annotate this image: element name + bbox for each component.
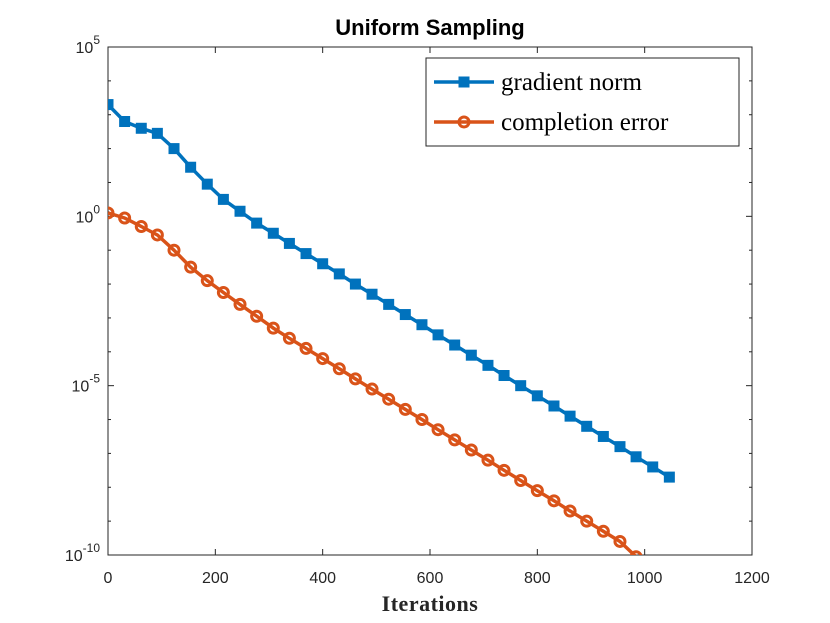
gradient-norm-point	[630, 451, 642, 463]
completion-error-point	[596, 524, 610, 538]
gradient-norm-point	[234, 205, 246, 217]
gradient-norm-point	[267, 227, 279, 239]
gradient-norm-point	[108, 99, 114, 111]
y-tick-exponent: 5	[93, 33, 100, 47]
gradient-norm-point	[581, 420, 593, 432]
completion-error-point	[348, 372, 362, 386]
x-tick-label: 1200	[734, 570, 770, 587]
completion-error-point	[134, 219, 148, 233]
gradient-norm-point	[300, 248, 312, 260]
legend-entry-0: gradient norm	[501, 69, 642, 96]
gradient-norm-point	[168, 143, 180, 155]
completion-error-point	[547, 494, 561, 508]
gradient-norm-point	[399, 309, 411, 321]
x-axis-label: Iterations	[382, 591, 479, 616]
y-tick-label: 100	[76, 202, 101, 226]
completion-error-point	[266, 321, 280, 335]
completion-error-point	[282, 331, 296, 345]
completion-error-point	[481, 453, 495, 467]
x-tick-label: 0	[104, 570, 113, 587]
completion-error-point	[613, 534, 627, 548]
plot-lines	[108, 99, 675, 555]
x-tick-label: 800	[524, 570, 551, 587]
completion-error-point	[150, 228, 164, 242]
completion-error-point	[332, 362, 346, 376]
y-tick-base: 10	[76, 209, 94, 226]
gradient-norm-point	[531, 390, 543, 402]
gradient-norm-point	[663, 471, 675, 483]
completion-error-point	[563, 504, 577, 518]
y-tick-label: 10-10	[65, 541, 100, 565]
completion-error-point	[167, 243, 181, 257]
y-tick-exponent: -5	[89, 372, 100, 386]
gradient-norm-point	[416, 319, 428, 331]
y-tick-exponent: 0	[93, 202, 100, 216]
completion-error-point	[108, 206, 115, 220]
legend-box	[425, 57, 740, 147]
gradient-norm-point	[333, 268, 345, 280]
completion-error-point	[200, 274, 214, 288]
legend-marker-square	[458, 76, 470, 88]
gradient-norm-point	[217, 193, 229, 205]
gradient-norm-point	[548, 400, 560, 412]
completion-error-point	[580, 514, 594, 528]
completion-error-point	[316, 352, 330, 366]
completion-error-point	[448, 433, 462, 447]
y-tick-base: 10	[76, 40, 94, 57]
completion-error-point	[514, 473, 528, 487]
gradient-norm-point	[647, 461, 659, 473]
gradient-norm-point	[515, 380, 527, 392]
completion-error-point	[299, 341, 313, 355]
gradient-norm-point	[251, 217, 263, 229]
y-tick-exponent: -10	[83, 541, 101, 555]
legend-entry-1: completion error	[501, 109, 669, 136]
gradient-norm-point	[135, 122, 147, 134]
gradient-norm-point	[432, 329, 444, 341]
legend: gradient norm completion error	[425, 57, 740, 147]
gradient-norm-point	[383, 298, 395, 310]
gradient-norm-point	[119, 116, 131, 128]
gradient-norm-point	[349, 278, 361, 290]
completion-error-point	[250, 309, 264, 323]
completion-error-point	[464, 443, 478, 457]
x-tick-label: 200	[202, 570, 229, 587]
gradient-norm-point	[498, 370, 510, 382]
gradient-norm-point	[185, 161, 197, 173]
gradient-norm-point	[151, 127, 163, 139]
completion-error-point	[398, 402, 412, 416]
completion-error-point	[431, 423, 445, 437]
gradient-norm-point	[482, 359, 494, 371]
completion-error-point	[497, 463, 511, 477]
completion-error-point	[184, 260, 198, 274]
gradient-norm-point	[597, 430, 609, 442]
legend-marker-circle	[457, 115, 471, 129]
gradient-norm-point	[366, 288, 378, 300]
completion-error-point	[382, 392, 396, 406]
y-tick-base: 10	[65, 548, 83, 565]
gradient-norm-point	[465, 349, 477, 361]
gradient-norm-point	[283, 237, 295, 249]
y-tick-base: 10	[72, 379, 90, 396]
x-tick-label: 600	[417, 570, 444, 587]
completion-error-point	[233, 297, 247, 311]
gradient-norm-point	[614, 441, 626, 453]
chart-title: Uniform Sampling	[335, 15, 524, 40]
y-tick-label: 105	[76, 33, 101, 57]
gradient-norm-point	[449, 339, 461, 351]
x-tick-label: 400	[309, 570, 336, 587]
gradient-norm-point	[201, 178, 213, 190]
completion-error-point	[629, 550, 643, 555]
completion-error-point	[415, 413, 429, 427]
completion-error-point	[365, 382, 379, 396]
completion-error-point	[530, 484, 544, 498]
completion-error-point	[118, 211, 132, 225]
completion-error-point	[216, 286, 230, 300]
y-tick-label: 10-5	[72, 372, 101, 396]
gradient-norm-point	[564, 410, 576, 422]
x-tick-label: 1000	[627, 570, 663, 587]
gradient-norm-point	[317, 258, 329, 270]
